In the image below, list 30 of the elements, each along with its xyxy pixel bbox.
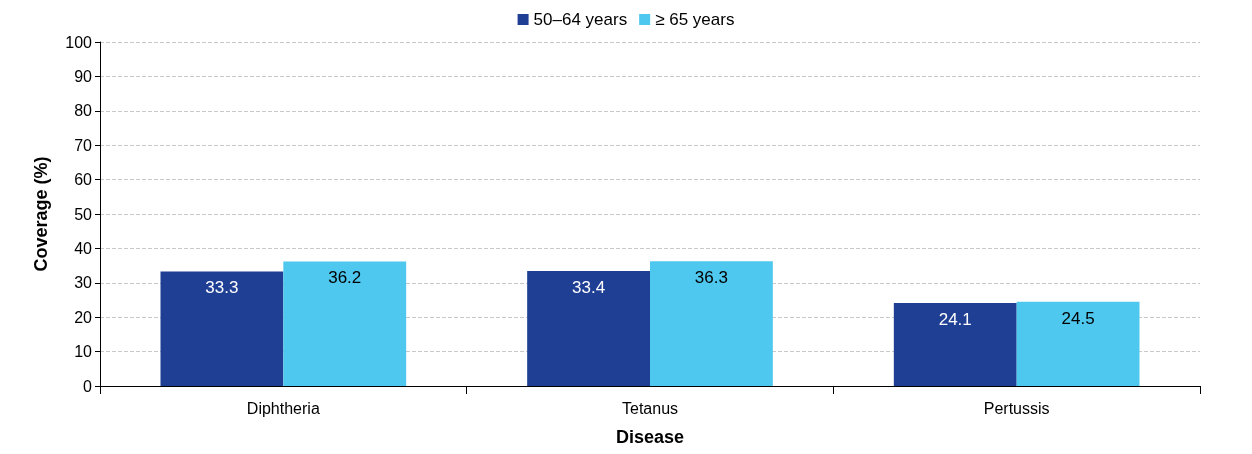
data-label: 33.3 [205,278,239,298]
data-label: 24.5 [1061,308,1095,328]
x-tick-label: Tetanus [621,399,679,417]
bar [893,303,1017,386]
bar [527,271,650,386]
data-label: 24.1 [938,310,972,330]
y-tick-label: 10 [74,343,93,361]
x-axis-title: Disease [615,427,685,447]
y-tick-label: 50 [74,205,93,223]
legend-label: ≥ 65 years [655,10,735,29]
y-axis-title: Coverage (%) [31,156,51,272]
data-label: 33.4 [572,278,606,298]
bar [160,271,284,386]
y-tick-label: 70 [74,136,93,154]
bar [283,261,407,386]
x-tick-label: Diphtheria [246,399,320,417]
y-tick-label: 30 [74,274,93,292]
y-tick-label: 60 [74,171,93,189]
bar [650,261,773,386]
y-tick-label: 100 [65,33,93,51]
data-label: 36.2 [328,268,362,288]
y-tick-label: 20 [74,308,93,326]
legend-label: 50–64 years [533,10,628,29]
x-tick-label: Pertussis [983,399,1050,417]
y-tick-label: 80 [74,102,93,120]
data-label: 36.3 [694,268,728,288]
y-tick-label: 0 [83,377,93,395]
y-tick-label: 40 [74,239,93,257]
bar [1016,301,1140,386]
y-tick-label: 90 [74,67,93,85]
